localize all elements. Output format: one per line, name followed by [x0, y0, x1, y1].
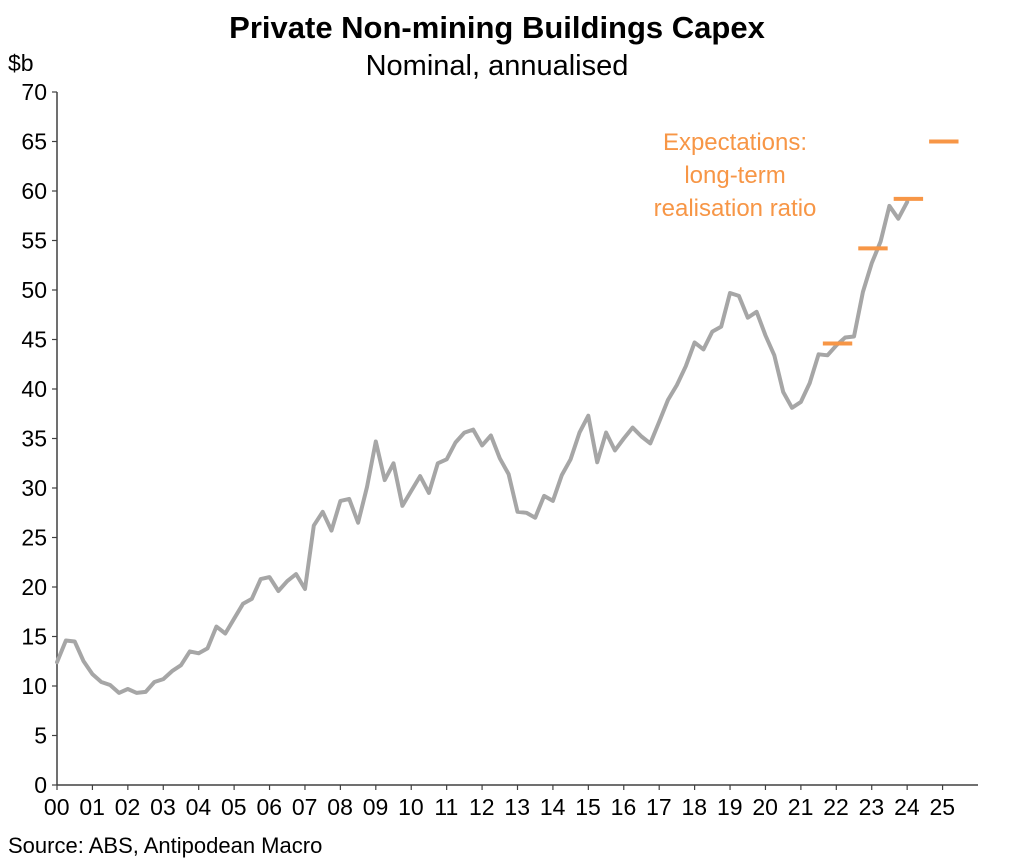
- x-axis: 00 01 02 03 04 05 06 07 08 09 10 11 12 13 14 15 16 17 18 19…: [44, 785, 955, 820]
- chart-subtitle: Nominal, annualised: [366, 50, 629, 82]
- x-tick-label: 25: [929, 794, 955, 820]
- x-tick-label: 21: [788, 794, 814, 820]
- x-tick-label: 08: [327, 794, 353, 820]
- x-tick-label: 10: [398, 794, 424, 820]
- x-tick-label: 01: [79, 794, 105, 820]
- y-tick-label: 60: [21, 178, 47, 204]
- y-axis: 0 5 10 15 20 25 30 35 40 45 50 55 60 65 70: [21, 79, 57, 798]
- x-tick-label: 15: [575, 794, 601, 820]
- chart-title: Private Non-mining Buildings Capex: [229, 10, 765, 45]
- x-tick-label: 02: [115, 794, 141, 820]
- y-tick-label: 35: [21, 426, 47, 452]
- x-tick-label: 22: [823, 794, 849, 820]
- x-tick-label: 17: [646, 794, 672, 820]
- y-tick-label: 50: [21, 277, 47, 303]
- y-tick-label: 0: [34, 772, 47, 798]
- x-tick-label: 09: [363, 794, 389, 820]
- annotation-line-3: realisation ratio: [654, 195, 817, 222]
- annotation-line-1: Expectations:: [663, 129, 807, 156]
- annotation-line-2: long-term: [684, 162, 785, 189]
- x-tick-label: 12: [469, 794, 495, 820]
- source-note: Source: ABS, Antipodean Macro: [8, 833, 322, 858]
- y-tick-label: 15: [21, 624, 47, 650]
- x-tick-label: 14: [540, 794, 566, 820]
- x-tick-label: 16: [611, 794, 637, 820]
- x-tick-label: 07: [292, 794, 318, 820]
- x-tick-label: 13: [504, 794, 530, 820]
- y-tick-label: 20: [21, 574, 47, 600]
- x-tick-label: 04: [186, 794, 212, 820]
- y-axis-unit-label: $b: [8, 50, 34, 76]
- y-tick-label: 30: [21, 475, 47, 501]
- y-tick-label: 5: [34, 723, 47, 749]
- y-tick-label: 45: [21, 327, 47, 353]
- capex-actual-line: [55, 199, 910, 695]
- y-tick-label: 25: [21, 525, 47, 551]
- x-tick-label: 20: [752, 794, 778, 820]
- x-tick-label: 05: [221, 794, 247, 820]
- expectations-markers: [822, 139, 959, 346]
- x-tick-label: 00: [44, 794, 70, 820]
- x-tick-label: 19: [717, 794, 743, 820]
- x-tick-label: 11: [434, 794, 458, 820]
- x-tick-label: 18: [682, 794, 708, 820]
- y-tick-label: 70: [21, 79, 47, 105]
- x-tick-label: 24: [894, 794, 920, 820]
- y-tick-label: 10: [21, 673, 47, 699]
- x-tick-label: 06: [256, 794, 282, 820]
- y-tick-label: 65: [21, 129, 47, 155]
- y-tick-label: 40: [21, 376, 47, 402]
- x-tick-label: 03: [150, 794, 176, 820]
- x-tick-label: 23: [859, 794, 885, 820]
- y-tick-label: 55: [21, 228, 47, 254]
